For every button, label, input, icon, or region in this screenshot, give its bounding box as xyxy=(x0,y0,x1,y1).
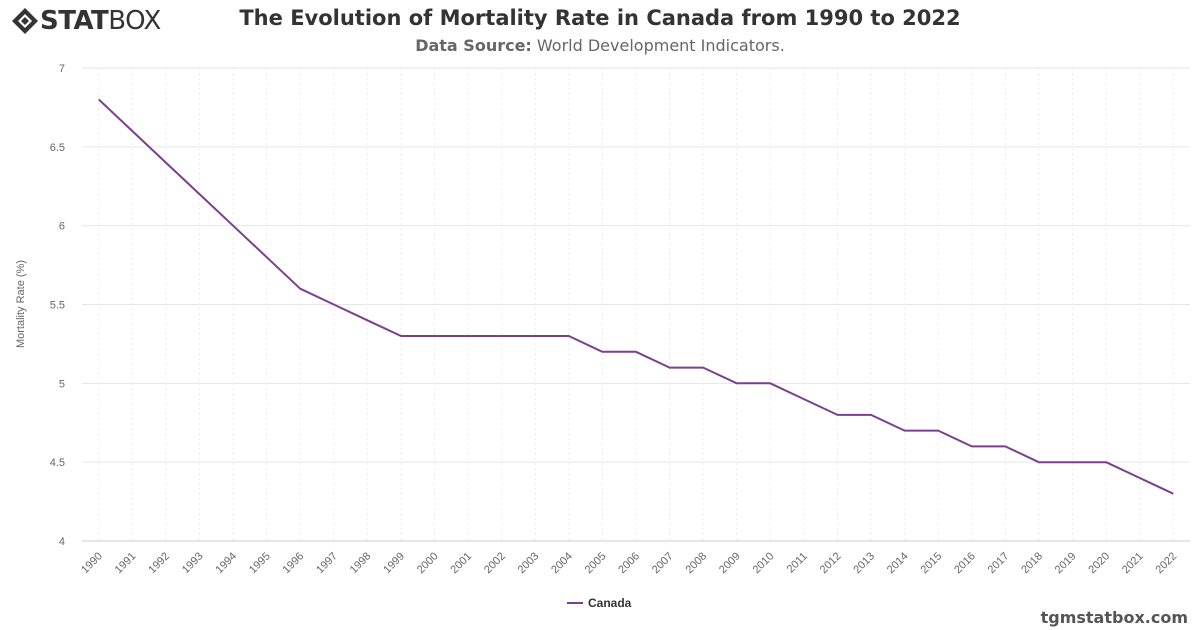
data-point[interactable] xyxy=(298,286,303,291)
x-tick-label: 2002 xyxy=(482,550,508,576)
data-point[interactable] xyxy=(1104,460,1109,465)
data-point[interactable] xyxy=(1171,491,1176,496)
x-tick-label: 2006 xyxy=(616,550,642,576)
x-tick-label: 1991 xyxy=(113,550,139,576)
x-tick-label: 1997 xyxy=(314,550,340,576)
data-point[interactable] xyxy=(466,334,471,339)
x-tick-label: 1990 xyxy=(79,550,105,576)
y-tick-label: 4 xyxy=(59,536,65,548)
x-tick-label: 2005 xyxy=(583,550,609,576)
data-point[interactable] xyxy=(936,428,941,433)
x-tick-label: 1999 xyxy=(381,550,407,576)
x-tick-label: 2017 xyxy=(986,550,1012,576)
data-point[interactable] xyxy=(1070,460,1075,465)
x-tick-label: 2012 xyxy=(818,550,844,576)
data-point[interactable] xyxy=(969,444,974,449)
data-point[interactable] xyxy=(197,192,202,197)
watermark: tgmstatbox.com xyxy=(1040,608,1188,627)
data-point[interactable] xyxy=(398,334,403,339)
data-point[interactable] xyxy=(634,349,639,354)
x-tick-label: 2008 xyxy=(683,550,709,576)
chart-subtitle: Data Source: World Development Indicator… xyxy=(0,36,1200,55)
statbox-logo[interactable]: STATBOX xyxy=(10,6,161,36)
series-group xyxy=(96,97,1176,496)
y-tick-label: 6 xyxy=(59,221,65,233)
source-label: Data Source: xyxy=(415,36,532,55)
data-point[interactable] xyxy=(667,365,672,370)
x-tick-label: 2001 xyxy=(448,550,474,576)
logo-wordmark: STATBOX xyxy=(40,6,161,36)
data-point[interactable] xyxy=(1003,444,1008,449)
data-point[interactable] xyxy=(600,349,605,354)
data-point[interactable] xyxy=(533,334,538,339)
x-tick-label: 2019 xyxy=(1053,550,1079,576)
x-tick-label: 2020 xyxy=(1086,550,1112,576)
y-tick-label: 4.5 xyxy=(50,457,65,469)
source-text: World Development Indicators. xyxy=(536,36,785,55)
x-tick-label: 1994 xyxy=(213,550,239,576)
x-tick-label: 1996 xyxy=(281,550,307,576)
data-point[interactable] xyxy=(96,97,101,102)
y-axis: 4 4.5 5 5.5 6 6.5 7 xyxy=(50,63,65,548)
chart-title: The Evolution of Mortality Rate in Canad… xyxy=(239,6,961,30)
statbox-diamond-icon xyxy=(12,8,38,34)
data-point[interactable] xyxy=(701,365,706,370)
y-axis-title: Mortality Rate (%) xyxy=(15,260,27,348)
series-line-canada[interactable] xyxy=(98,98,1174,495)
chart-gridlines xyxy=(82,67,1190,542)
data-point[interactable] xyxy=(264,255,269,260)
legend-item-canada[interactable]: Canada xyxy=(588,596,632,610)
data-point[interactable] xyxy=(902,428,907,433)
data-point[interactable] xyxy=(331,302,336,307)
data-point[interactable] xyxy=(499,334,504,339)
x-tick-label: 2021 xyxy=(1120,550,1146,576)
x-tick-label: 2013 xyxy=(851,550,877,576)
data-point[interactable] xyxy=(163,160,168,165)
x-tick-label: 2003 xyxy=(516,550,542,576)
x-axis: 1990 1991 1992 1993 1994 1995 1996 1997 1998 1999… xyxy=(79,540,1190,576)
x-tick-label: 1992 xyxy=(146,550,172,576)
data-point[interactable] xyxy=(130,129,135,134)
data-point[interactable] xyxy=(835,412,840,417)
data-point[interactable] xyxy=(768,381,773,386)
logo-bold-text: STAT xyxy=(40,6,109,36)
x-tick-label: 2007 xyxy=(650,550,676,576)
y-tick-label: 7 xyxy=(59,63,65,75)
chart-legend[interactable]: Canada xyxy=(567,596,632,610)
y-tick-label: 5.5 xyxy=(50,300,65,312)
x-tick-label: 2015 xyxy=(919,550,945,576)
logo-light-text: BOX xyxy=(108,6,161,36)
data-point[interactable] xyxy=(1036,460,1041,465)
data-point[interactable] xyxy=(365,318,370,323)
x-tick-label: 2004 xyxy=(549,550,575,576)
x-tick-label: 2009 xyxy=(717,550,743,576)
x-tick-label: 2016 xyxy=(952,550,978,576)
data-point[interactable] xyxy=(432,334,437,339)
data-point[interactable] xyxy=(231,223,236,228)
x-tick-label: 1998 xyxy=(348,550,374,576)
x-tick-label: 2011 xyxy=(785,550,810,575)
x-tick-label: 2000 xyxy=(415,550,441,576)
data-point[interactable] xyxy=(566,334,571,339)
data-point[interactable] xyxy=(801,397,806,402)
data-point[interactable] xyxy=(869,412,874,417)
x-tick-label: 1995 xyxy=(247,550,273,576)
x-tick-label: 2022 xyxy=(1154,550,1180,576)
y-tick-label: 6.5 xyxy=(50,142,65,154)
x-tick-label: 2014 xyxy=(885,550,911,576)
y-tick-label: 5 xyxy=(59,378,65,390)
data-point[interactable] xyxy=(1137,475,1142,480)
x-tick-label: 1993 xyxy=(180,550,206,576)
x-tick-label: 2010 xyxy=(751,550,777,576)
data-point[interactable] xyxy=(734,381,739,386)
x-tick-label: 2018 xyxy=(1019,550,1045,576)
